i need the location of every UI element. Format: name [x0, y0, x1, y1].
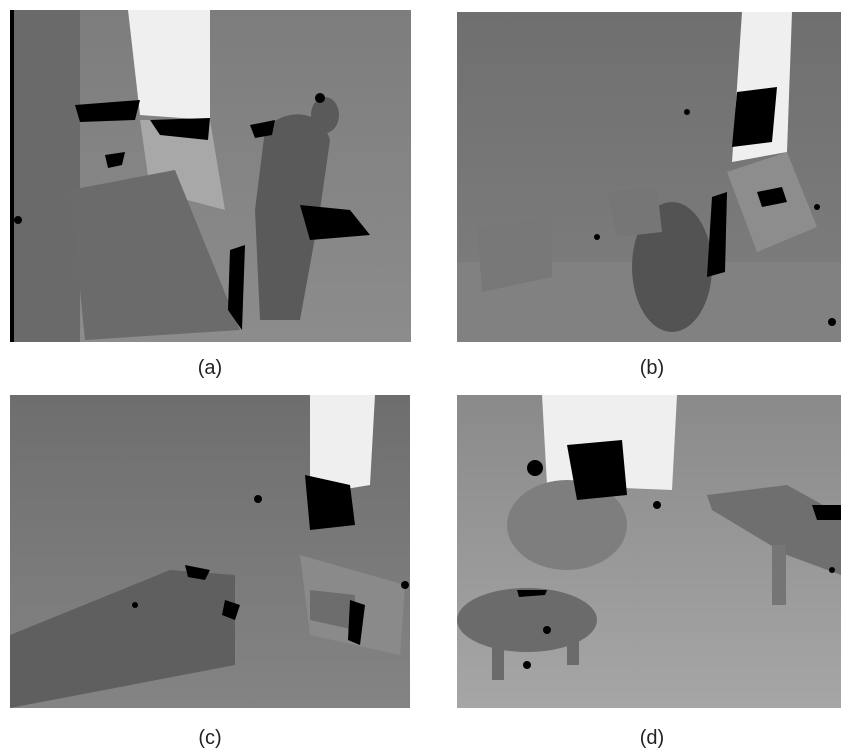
depth-image-a	[10, 10, 411, 342]
depth-holes	[517, 440, 841, 669]
box-object	[70, 170, 240, 340]
depth-holes	[14, 93, 370, 330]
depth-image-b	[457, 12, 841, 342]
caption-a: (a)	[197, 357, 223, 379]
depth-image-d	[457, 395, 841, 708]
table-top	[707, 485, 841, 575]
caption-b: (b)	[639, 357, 665, 379]
table-leg	[772, 545, 786, 605]
depth-image-c	[10, 395, 410, 708]
person-figure	[255, 114, 330, 320]
edge-hole	[10, 10, 14, 342]
caption-c: (c)	[198, 727, 222, 749]
chair	[507, 480, 627, 570]
window-bright	[128, 10, 210, 130]
depth-holes	[594, 87, 836, 326]
window-bright	[310, 395, 375, 495]
left-wall	[10, 10, 80, 342]
caption-d: (d)	[639, 727, 665, 749]
depth-holes	[132, 475, 409, 645]
chair-back	[632, 202, 712, 332]
sofa	[10, 570, 235, 708]
